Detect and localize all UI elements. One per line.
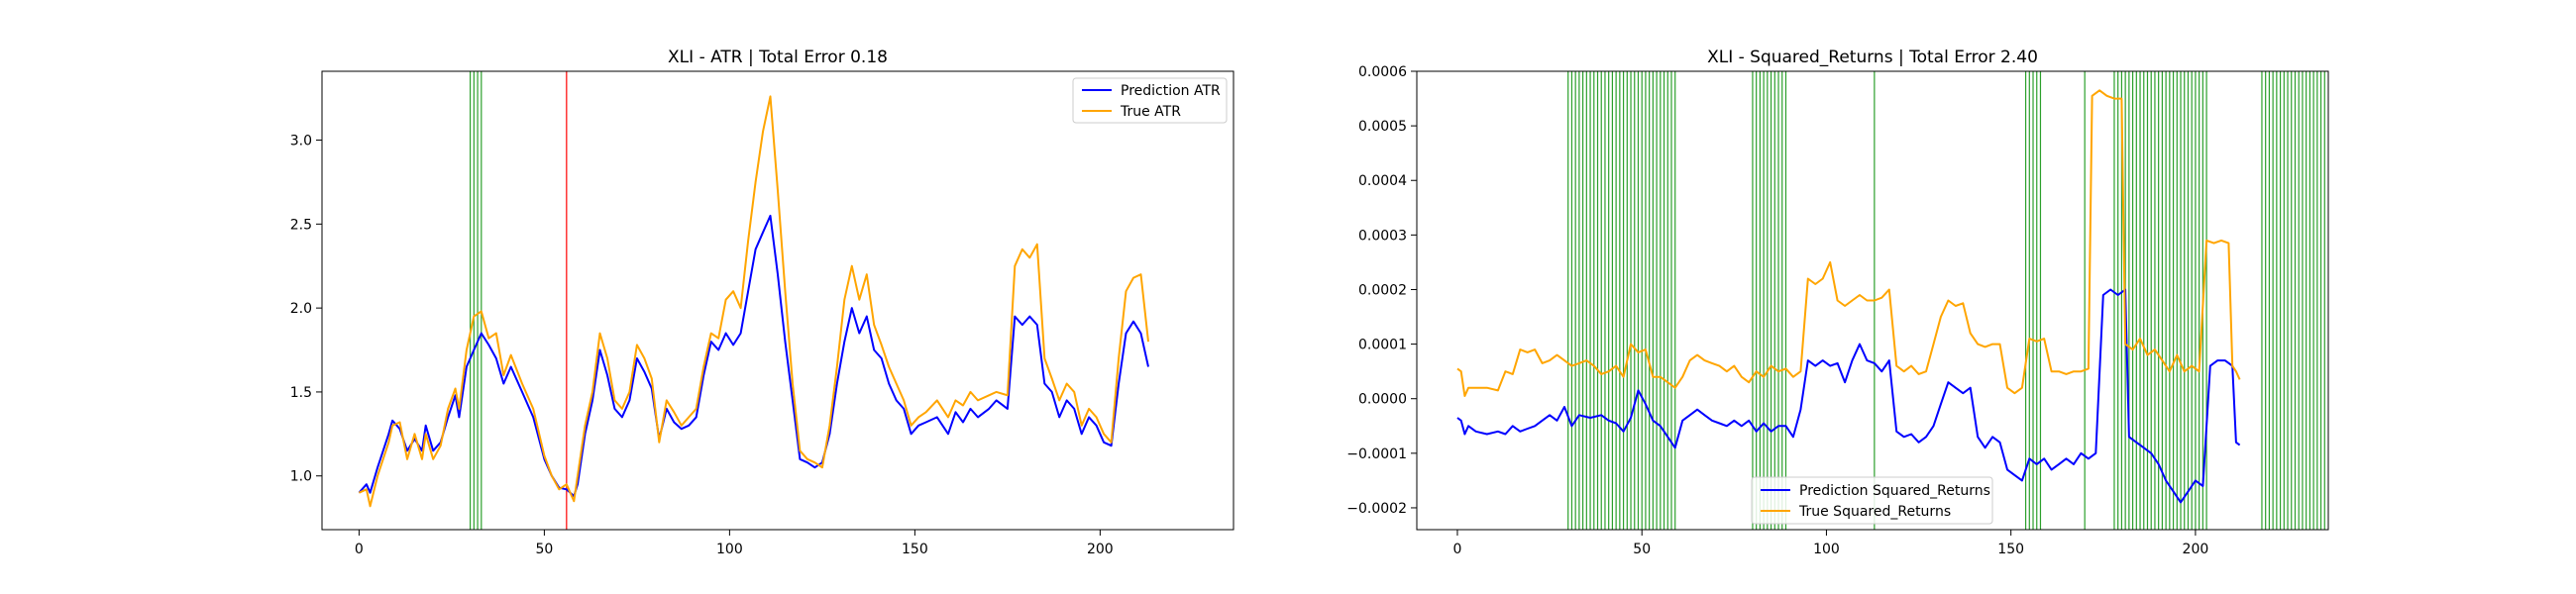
chart-title: XLI - Squared_Returns | Total Error 2.40 [1707,48,2038,67]
y-tick-label: −0.0001 [1346,446,1407,462]
marker-vlines [469,71,568,530]
legend-box [1751,476,1993,525]
x-tick-label: 200 [2183,542,2209,557]
x-tick-label: 100 [1813,542,1840,557]
y-tick-label: 0.0002 [1358,282,1407,298]
x-tick-label: 200 [1087,542,1114,557]
squared-returns-chart: 0 50 100 150 200 −0.0002 −0.0001 0.0000 0.0001 0… [1346,48,2329,557]
series-line-true [1456,89,2241,397]
x-tick-label: 100 [716,542,743,557]
plot-area-background [322,71,1234,530]
y-tick-label: −0.0002 [1346,501,1407,517]
y-tick-label: 0.0001 [1358,338,1407,353]
x-tick-label: 150 [902,542,928,557]
series-lines [358,95,1149,508]
legend-label-prediction: Prediction ATR [1121,83,1221,99]
series-line-true [358,95,1149,508]
y-axis-ticks: −0.0002 −0.0001 0.0000 0.0001 0.0002 0.0003 0.… [1346,64,1417,517]
y-tick-label: 2.5 [290,217,312,233]
x-axis-ticks: 0 50 100 150 200 [355,530,1114,557]
y-tick-label: 0.0005 [1358,119,1407,135]
series-line-prediction [358,214,1149,498]
y-tick-label: 0.0006 [1358,64,1407,80]
series-line-prediction [1456,288,2241,504]
legend-label-prediction: Prediction Squared_Returns [1799,483,1990,499]
plot-area-frame [1416,70,2329,531]
y-tick-label: 3.0 [290,134,312,149]
y-tick-label: 1.0 [290,469,312,485]
legend: Prediction Squared_Returns True Squared_… [1751,476,1993,525]
x-tick-label: 50 [535,542,553,557]
x-tick-label: 0 [1453,542,1462,557]
x-tick-label: 50 [1633,542,1651,557]
atr-chart: 0 50 100 150 200 1.0 1.5 2.0 2.5 3.0 XLI - ATR |… [290,48,1234,557]
y-tick-label: 0.0000 [1358,392,1407,408]
x-axis-ticks: 0 50 100 150 200 [1453,530,2209,557]
y-tick-label: 1.5 [290,385,312,401]
legend-label-true: True Squared_Returns [1798,504,1951,520]
y-tick-label: 0.0003 [1358,228,1407,244]
y-tick-label: 2.0 [290,301,312,317]
series-lines [1456,89,2241,504]
y-axis-ticks: 1.0 1.5 2.0 2.5 3.0 [290,134,322,485]
legend-label-true: True ATR [1120,104,1181,120]
legend: Prediction ATR True ATR [1072,77,1228,124]
x-tick-label: 0 [355,542,364,557]
chart-title: XLI - ATR | Total Error 0.18 [668,48,888,67]
x-tick-label: 150 [1997,542,2024,557]
plot-area-frame [321,70,1234,531]
marker-vlines [1567,71,2325,530]
y-tick-label: 0.0004 [1358,173,1407,189]
